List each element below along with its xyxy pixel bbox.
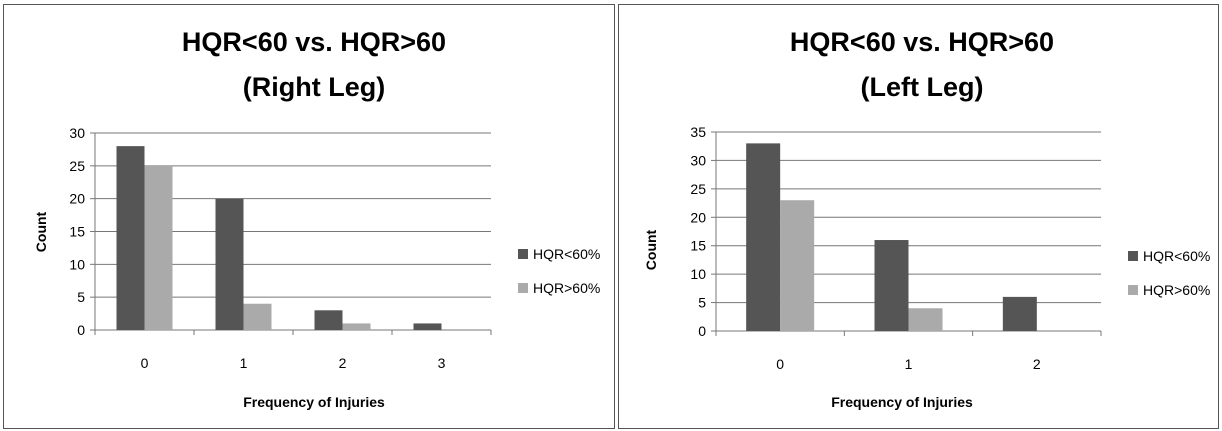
y-tick-label: 20 (690, 209, 706, 225)
chart-left-leg: HQR<60 vs. HQR>60 (Left Leg) Frequency o… (643, 27, 1210, 410)
chart-title: HQR<60 vs. HQR>60 (182, 27, 446, 57)
bar-hqr-above-60 (144, 165, 173, 330)
y-tick-label: 0 (698, 323, 706, 339)
bar-hqr-below-60 (116, 146, 145, 330)
legend-label: HQR<60% (1143, 248, 1210, 264)
x-tick-label: 1 (905, 356, 913, 372)
y-tick-label: 10 (69, 256, 85, 272)
x-axis-title: Frequency of Injuries (243, 394, 385, 410)
y-tick-label: 15 (69, 224, 85, 240)
y-tick-label: 20 (69, 191, 85, 207)
bar-hqr-below-60 (215, 198, 244, 330)
legend-swatch (1128, 251, 1138, 261)
bar-hqr-above-60 (780, 200, 815, 331)
x-tick-label: 0 (776, 356, 784, 372)
legend-label: HQR<60% (533, 246, 600, 262)
chart-right-leg: HQR<60 vs. HQR>60 (Right Leg) Frequency … (33, 27, 600, 410)
legend-label: HQR>60% (533, 280, 600, 296)
x-tick-label: 3 (438, 355, 446, 371)
y-axis-title: Count (643, 229, 659, 270)
x-tick-label: 0 (141, 355, 149, 371)
bar-hqr-above-60 (243, 303, 272, 330)
panel-divider (615, 0, 618, 431)
y-tick-label: 0 (77, 322, 85, 338)
y-tick-label: 30 (690, 152, 706, 168)
bar-hqr-below-60 (413, 323, 442, 330)
bar-hqr-below-60 (1002, 296, 1037, 331)
y-tick-label: 35 (690, 124, 706, 140)
legend-swatch (1128, 285, 1138, 295)
bar-hqr-below-60 (874, 240, 909, 331)
chart-subtitle: (Right Leg) (243, 72, 385, 102)
x-tick-label: 2 (339, 355, 347, 371)
chart-subtitle: (Left Leg) (861, 72, 984, 102)
chart-title: HQR<60 vs. HQR>60 (790, 27, 1054, 57)
bar-hqr-above-60 (908, 308, 943, 331)
bar-hqr-below-60 (314, 310, 343, 330)
y-tick-label: 15 (690, 238, 706, 254)
legend-label: HQR>60% (1143, 282, 1210, 298)
y-tick-label: 25 (690, 181, 706, 197)
legend-swatch (518, 283, 528, 293)
chart-panel-right-leg: HQR<60 vs. HQR>60 (Right Leg) Frequency … (3, 4, 615, 429)
y-tick-label: 5 (698, 295, 706, 311)
bar-hqr-below-60 (746, 143, 781, 331)
y-tick-label: 30 (69, 125, 85, 141)
y-tick-label: 10 (690, 266, 706, 282)
chart-panel-left-leg: HQR<60 vs. HQR>60 (Left Leg) Frequency o… (618, 4, 1219, 429)
bar-hqr-above-60 (342, 323, 371, 330)
y-tick-label: 25 (69, 158, 85, 174)
y-axis-title: Count (33, 211, 49, 252)
x-tick-label: 2 (1033, 356, 1041, 372)
x-tick-label: 1 (240, 355, 248, 371)
y-tick-label: 5 (77, 289, 85, 305)
x-axis-title: Frequency of Injuries (831, 394, 973, 410)
legend-swatch (518, 249, 528, 259)
